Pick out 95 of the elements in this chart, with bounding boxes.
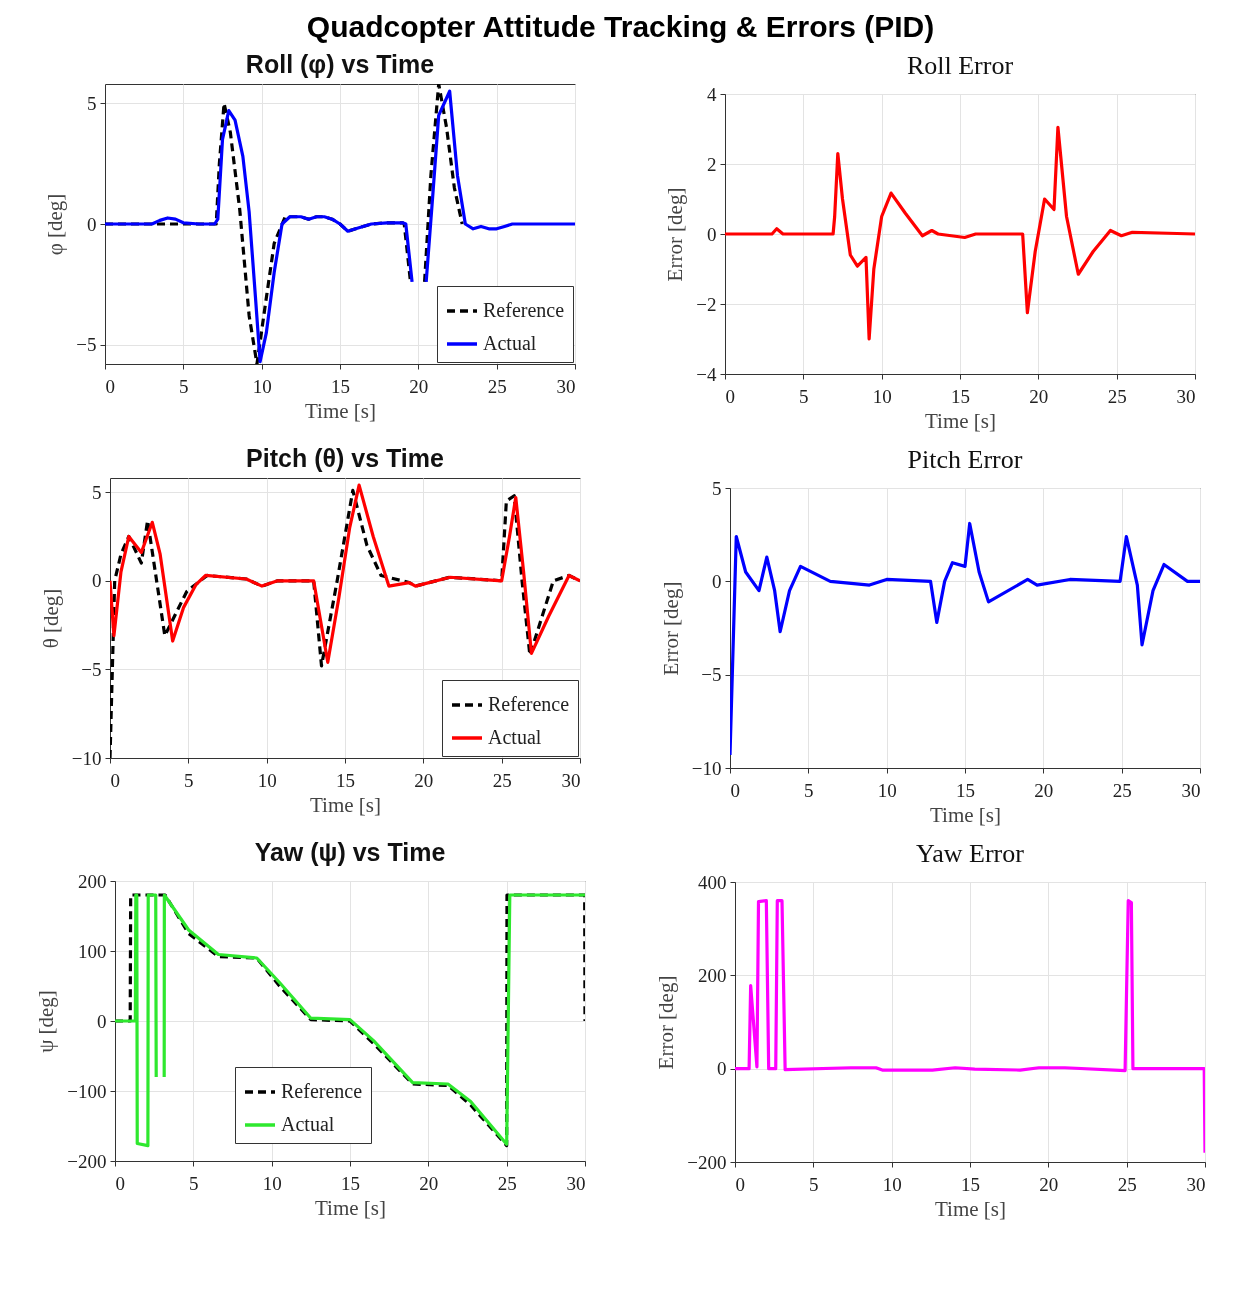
y-tick-label: −5 (700, 664, 721, 686)
x-tick-label: 0 (735, 1173, 745, 1195)
x-tick-label: 15 (960, 1173, 980, 1195)
chart-title: Pitch Error (907, 445, 1023, 474)
x-axis-title: Time [s] (934, 1196, 1006, 1221)
chart-title: Pitch (θ) vs Time (245, 444, 444, 472)
legend-label: Reference (487, 693, 569, 715)
line-series (114, 893, 585, 1148)
x-tick-label: 15 (955, 779, 975, 801)
x-tick-label: 5 (803, 779, 814, 801)
x-tick-label: 30 (1176, 385, 1196, 407)
x-axis-title: Time [s] (309, 792, 381, 817)
y-axis-title: φ [deg] (43, 193, 68, 256)
y-tick-label: 200 (697, 964, 726, 986)
legend-label: Actual (487, 726, 542, 748)
x-tick-label: 25 (1112, 779, 1132, 801)
y-tick-label: −5 (80, 658, 101, 680)
legend-label: Actual (280, 1113, 335, 1135)
x-tick-label: 30 (1186, 1173, 1205, 1195)
x-tick-label: 30 (566, 1172, 585, 1194)
chart-title: Roll Error (906, 51, 1014, 80)
y-tick-label: 5 (711, 477, 721, 499)
x-tick-label: 15 (340, 1172, 360, 1194)
y-tick-label: 0 (716, 1058, 726, 1080)
x-tick-label: 10 (252, 375, 272, 397)
y-tick-label: −4 (696, 363, 717, 385)
x-tick-label: 25 (492, 769, 512, 791)
x-tick-label: 20 (413, 769, 433, 791)
y-tick-label: 0 (87, 213, 97, 235)
x-tick-label: 30 (1181, 779, 1200, 801)
x-tick-label: 5 (808, 1173, 819, 1195)
chart-title: Yaw Error (915, 839, 1024, 868)
y-tick-label: 2 (707, 153, 717, 175)
x-tick-label: 10 (877, 779, 897, 801)
x-tick-label: 10 (872, 385, 892, 407)
y-tick-label: −10 (691, 757, 721, 779)
x-tick-label: 20 (1029, 385, 1049, 407)
y-tick-label: 0 (91, 570, 101, 592)
x-axis-title: Time [s] (314, 1195, 386, 1220)
x-tick-label: 25 (487, 375, 507, 397)
x-tick-label: 0 (730, 779, 740, 801)
legend-label: Reference (280, 1080, 362, 1102)
y-tick-label: 4 (707, 83, 717, 105)
x-tick-label: 10 (257, 769, 277, 791)
y-tick-label: 200 (77, 870, 106, 892)
x-tick-label: 25 (1107, 385, 1127, 407)
y-tick-label: 5 (87, 92, 97, 114)
x-tick-label: 5 (188, 1172, 199, 1194)
x-tick-label: 15 (331, 375, 350, 397)
x-axis-title: Time [s] (305, 398, 376, 423)
chart-title: Yaw (ψ) vs Time (254, 838, 445, 866)
y-tick-label: 5 (91, 481, 101, 503)
x-tick-label: 20 (1033, 779, 1053, 801)
legend-label: Actual (483, 332, 537, 354)
line-series (729, 521, 1200, 757)
y-tick-label: −2 (696, 293, 717, 315)
line-series (734, 899, 1205, 1155)
x-tick-label: 15 (335, 769, 355, 791)
x-tick-label: 30 (556, 375, 576, 397)
x-tick-label: 30 (561, 769, 580, 791)
y-tick-label: −10 (71, 747, 101, 769)
x-tick-label: 10 (882, 1173, 902, 1195)
line-series (725, 125, 1195, 341)
x-axis-title: Time [s] (925, 408, 996, 433)
text: Quadcopter Attitude Tracking & Errors (PID) (305, 10, 936, 44)
x-tick-label: 0 (110, 769, 120, 791)
legend-label: Reference (483, 299, 565, 321)
y-tick-label: −5 (76, 334, 97, 356)
x-axis-title: Time [s] (929, 802, 1001, 827)
chart-title: Roll (φ) vs Time (245, 50, 435, 78)
x-tick-label: 20 (418, 1172, 438, 1194)
line-series (109, 483, 580, 664)
y-axis-title: Error [deg] (658, 581, 683, 676)
x-tick-label: 0 (115, 1172, 125, 1194)
y-tick-label: −100 (66, 1080, 106, 1102)
x-tick-label: 5 (799, 385, 809, 407)
y-tick-label: 0 (96, 1010, 106, 1032)
y-tick-label: 100 (77, 940, 106, 962)
y-axis-title: Error [deg] (663, 187, 688, 282)
x-tick-label: 25 (497, 1172, 517, 1194)
y-tick-label: −200 (66, 1150, 106, 1172)
y-tick-label: 0 (711, 570, 721, 592)
x-tick-label: 10 (262, 1172, 282, 1194)
y-axis-title: Error [deg] (653, 975, 678, 1070)
y-tick-label: 0 (707, 223, 717, 245)
x-tick-label: 20 (1038, 1173, 1058, 1195)
y-axis-title: ψ [deg] (33, 990, 58, 1053)
y-tick-label: −200 (686, 1151, 726, 1173)
y-tick-label: 400 (697, 871, 726, 893)
x-tick-label: 20 (409, 375, 429, 397)
x-tick-label: 5 (179, 375, 189, 397)
y-axis-title: θ [deg] (38, 588, 63, 649)
x-tick-label: 5 (183, 769, 194, 791)
x-tick-label: 15 (951, 385, 970, 407)
x-tick-label: 25 (1117, 1173, 1137, 1195)
